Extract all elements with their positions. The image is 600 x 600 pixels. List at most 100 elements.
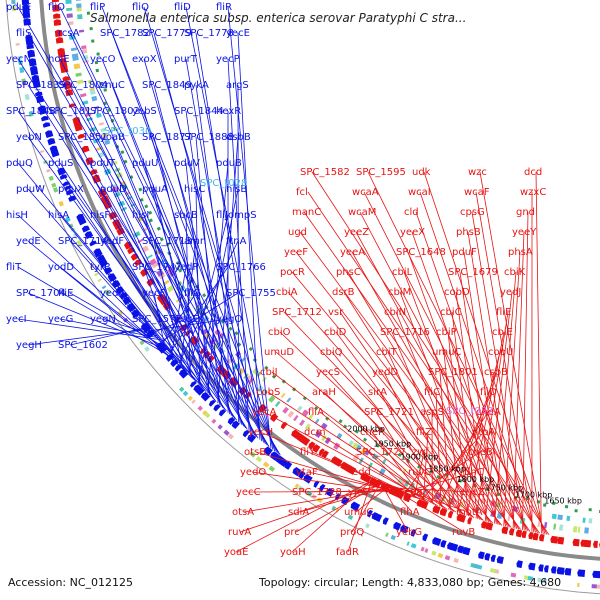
reverse-gene-arrow [515,529,523,538]
trna-label: SPC_t028 [200,178,247,189]
reverse-gene-arrow [556,536,565,545]
cog-block [203,315,210,322]
cog-block [302,409,309,417]
cog-block [72,56,79,61]
leader-line [311,171,550,536]
cog-block [89,87,95,91]
reverse-gene-arrow [538,533,545,542]
reverse-gene-arrow [448,510,454,519]
forward-gene-arrow [478,551,485,560]
leader-line [386,483,469,513]
leader-line [153,240,183,367]
red-gene-label: cbiN [384,307,406,318]
leader-line [343,291,492,523]
blue-gene-label: yedE [16,236,41,247]
red-gene-label: fliY [300,447,316,458]
leader-line [143,110,232,416]
red-gene-label: dsrB [332,287,355,298]
red-gene-label: yeeX [400,227,425,238]
blue-gene-label: yodD [48,262,74,273]
cog-block [324,436,332,445]
outer-ring [5,0,600,595]
cog-block [83,107,91,112]
red-gene-label: umuC [432,347,461,358]
forward-gene-arrow [422,533,429,542]
forward-gene-arrow [23,18,31,26]
leader-line [430,411,489,504]
leader-line [185,214,191,375]
cog-block [308,413,314,420]
red-gene-label: edd [352,467,371,478]
red-gene-label: cspB [484,367,508,378]
red-gene-label: fadR [336,547,359,558]
blue-gene-label: SPC_1755 [226,288,276,299]
cog-block [176,281,183,287]
cog-block [81,45,87,50]
forward-gene-arrow [462,546,471,556]
red-gene-label: phsA [508,247,533,258]
leader-line [143,162,212,397]
reverse-gene-arrow [528,532,534,540]
leader-line [399,291,490,523]
red-gene-label: otsB [244,447,266,458]
blue-gene-label: dsbB [226,132,251,143]
reverse-gene-arrow [108,212,118,220]
cog-block [123,317,129,323]
forward-gene-arrow [516,560,523,569]
map-title: Salmonella enterica subsp. enterica sero… [90,11,466,25]
cog-block [378,468,386,476]
reverse-gene-arrow [52,4,60,9]
forward-gene-arrow [178,369,189,379]
red-gene-label: yedJ [500,287,521,298]
red-gene-label: cpsG [460,207,485,218]
leader-line [27,84,248,430]
red-gene-label: sirA [368,387,387,398]
cog-block [566,515,571,522]
leader-line [161,292,239,342]
reverse-gene-arrow [54,29,63,37]
red-gene-label: gnd [516,207,535,218]
leader-line [185,110,231,415]
blue-gene-label: fliP [90,2,105,13]
red-gene-label: aspS [420,407,444,418]
blue-gene-label: purT [174,54,198,65]
blue-gene-label: hisA [48,210,69,221]
leader-line [188,214,229,374]
forward-gene-arrow [550,566,557,574]
forward-gene-arrow [47,138,56,146]
gc-mark [271,374,277,379]
red-gene-label: yebG [396,527,422,538]
cog-block [24,93,30,101]
cog-block [424,548,429,553]
blue-gene-label: ftnA [226,236,247,247]
forward-gene-arrow [592,570,600,579]
red-gene-label: yoaH [280,547,306,558]
cog-block [280,392,286,399]
leader-line [475,191,535,533]
red-gene-label: phsB [456,227,481,238]
red-gene-label: fliE [496,307,511,318]
blue-gene-label: pduX [58,184,84,195]
cog-block [223,429,230,436]
forward-gene-arrow [382,517,389,526]
blue-gene-label: amn [184,236,206,247]
forward-gene-arrow [21,0,30,6]
leader-line [331,351,464,515]
cog-block [286,397,292,403]
gc-mark [178,268,183,273]
cog-block [558,524,564,531]
forward-gene-arrow [393,521,402,531]
blue-gene-label: yecG [48,314,73,325]
forward-gene-arrow [319,484,326,492]
forward-gene-arrow [227,417,236,425]
cog-block [182,390,189,397]
cog-block [178,386,185,393]
red-gene-label: yoaE [224,547,248,558]
red-gene-label: zwf [412,447,429,458]
blue-gene-label: hisB [226,184,247,195]
red-gene-label: SPC_1716 [380,327,430,338]
leader-line [415,211,527,531]
red-gene-label: cbiL [392,267,413,278]
forward-gene-arrow [432,537,438,545]
